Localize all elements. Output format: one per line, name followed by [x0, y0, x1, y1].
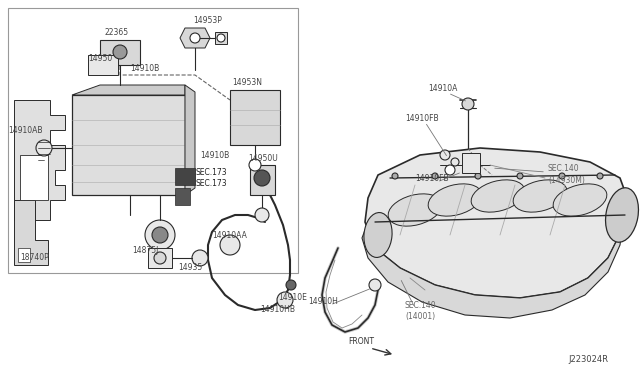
Text: SEC.173: SEC.173 [196, 167, 228, 176]
Circle shape [254, 170, 270, 186]
Text: FRONT: FRONT [348, 337, 374, 346]
Circle shape [517, 173, 523, 179]
Circle shape [432, 173, 438, 179]
Bar [113, 52, 127, 62]
Polygon shape [362, 222, 622, 318]
Polygon shape [148, 248, 172, 268]
Text: 14910B: 14910B [200, 151, 229, 160]
Text: 14910AB: 14910AB [8, 125, 42, 135]
Polygon shape [175, 168, 195, 185]
Circle shape [369, 279, 381, 291]
Circle shape [462, 98, 474, 110]
Ellipse shape [471, 180, 525, 212]
Bar [462, 153, 480, 173]
Circle shape [190, 33, 200, 43]
Bar [20, 155, 48, 200]
Polygon shape [14, 200, 48, 265]
Circle shape [113, 45, 127, 59]
Circle shape [277, 292, 293, 308]
Polygon shape [180, 28, 210, 48]
Text: 14910FB: 14910FB [415, 173, 449, 183]
Text: (14930M): (14930M) [548, 176, 585, 185]
Circle shape [220, 235, 240, 255]
Circle shape [597, 173, 603, 179]
Text: SEC.173: SEC.173 [196, 179, 228, 187]
Text: 14910A: 14910A [428, 83, 458, 93]
Bar [215, 32, 227, 44]
Text: 14953N: 14953N [232, 77, 262, 87]
Text: (14001): (14001) [405, 312, 435, 321]
Circle shape [145, 220, 175, 250]
Text: 14910E: 14910E [278, 294, 307, 302]
Circle shape [392, 173, 398, 179]
Circle shape [445, 165, 455, 175]
Circle shape [559, 173, 565, 179]
Text: 14953P: 14953P [193, 16, 222, 25]
Ellipse shape [513, 180, 567, 212]
Polygon shape [250, 165, 275, 195]
Circle shape [192, 250, 208, 266]
Circle shape [286, 280, 296, 290]
Bar [88, 55, 118, 75]
Ellipse shape [388, 194, 442, 226]
Polygon shape [175, 188, 190, 205]
Bar [8, 8, 298, 273]
Text: 14910AA: 14910AA [212, 231, 247, 240]
Text: 14910FB: 14910FB [405, 113, 438, 122]
Polygon shape [14, 100, 65, 220]
Circle shape [154, 252, 166, 264]
Circle shape [217, 34, 225, 42]
Ellipse shape [605, 188, 639, 242]
Circle shape [475, 173, 481, 179]
Ellipse shape [364, 212, 392, 257]
Circle shape [451, 158, 459, 166]
Polygon shape [365, 148, 628, 298]
Text: 14875J: 14875J [132, 246, 158, 254]
Text: 14910H: 14910H [308, 298, 338, 307]
Polygon shape [185, 85, 195, 195]
Circle shape [152, 227, 168, 243]
Ellipse shape [553, 184, 607, 216]
Polygon shape [72, 95, 185, 195]
Bar [230, 90, 280, 145]
Text: 14935: 14935 [178, 263, 202, 273]
Bar [18, 248, 30, 262]
Polygon shape [72, 85, 185, 95]
Text: 18740P: 18740P [20, 253, 49, 263]
Text: SEC.140: SEC.140 [548, 164, 580, 173]
Text: J223024R: J223024R [568, 356, 608, 365]
Circle shape [255, 208, 269, 222]
Text: 14950: 14950 [88, 54, 112, 62]
Text: 22365: 22365 [104, 28, 128, 36]
Circle shape [440, 150, 450, 160]
Text: 14910B: 14910B [130, 64, 159, 73]
Text: SEC.140: SEC.140 [405, 301, 436, 310]
Text: 14950U: 14950U [248, 154, 278, 163]
Text: 14910HB: 14910HB [260, 305, 295, 314]
Bar [100, 40, 140, 65]
Circle shape [249, 159, 261, 171]
Ellipse shape [428, 184, 482, 216]
Circle shape [36, 140, 52, 156]
